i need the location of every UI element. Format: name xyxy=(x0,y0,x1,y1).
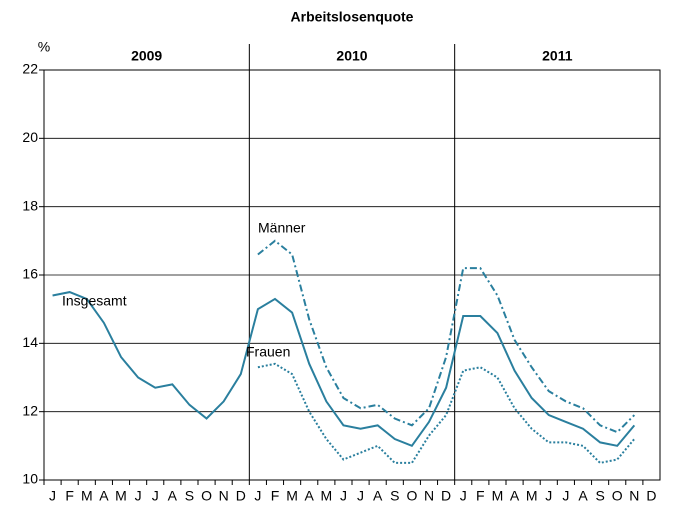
series-line xyxy=(52,291,636,448)
x-tick-label: M xyxy=(115,488,127,504)
y-tick-label: 16 xyxy=(22,266,38,282)
x-tick-label: N xyxy=(219,488,229,504)
series-label: Insgesamt xyxy=(62,293,127,309)
x-tick-label: N xyxy=(424,488,434,504)
series-label: Männer xyxy=(258,220,306,236)
chart-title: Arbeitslosenquote xyxy=(291,9,414,25)
x-tick-label: F xyxy=(476,488,485,504)
x-tick-label: J xyxy=(562,488,569,504)
x-tick-label: M xyxy=(286,488,298,504)
x-tick-label: J xyxy=(357,488,364,504)
y-tick-label: 22 xyxy=(22,61,38,77)
y-axis-label: % xyxy=(38,39,50,55)
x-tick-label: J xyxy=(135,488,142,504)
x-tick-label: D xyxy=(236,488,246,504)
x-tick-label: S xyxy=(390,488,399,504)
year-label: 2009 xyxy=(131,48,162,64)
x-tick-label: O xyxy=(201,488,212,504)
x-tick-label: J xyxy=(49,488,56,504)
x-tick-label: F xyxy=(65,488,74,504)
x-tick-label: A xyxy=(305,488,315,504)
x-tick-label: J xyxy=(152,488,159,504)
series-line xyxy=(257,239,636,434)
year-label: 2011 xyxy=(542,48,573,64)
x-tick-label: J xyxy=(254,488,261,504)
y-tick-label: 18 xyxy=(22,197,38,213)
x-tick-label: J xyxy=(460,488,467,504)
x-tick-label: M xyxy=(526,488,538,504)
x-tick-label: S xyxy=(595,488,604,504)
x-tick-label: D xyxy=(441,488,451,504)
y-tick-label: 20 xyxy=(22,129,38,145)
x-tick-label: A xyxy=(510,488,520,504)
x-tick-label: F xyxy=(271,488,280,504)
y-tick-label: 10 xyxy=(22,471,38,487)
x-tick-label: M xyxy=(320,488,332,504)
x-tick-label: J xyxy=(340,488,347,504)
x-tick-label: O xyxy=(406,488,417,504)
x-tick-label: A xyxy=(578,488,588,504)
year-label: 2010 xyxy=(336,48,367,64)
series-label: Frauen xyxy=(246,344,290,360)
x-tick-label: M xyxy=(492,488,504,504)
x-tick-label: A xyxy=(373,488,383,504)
y-tick-label: 12 xyxy=(22,402,38,418)
x-tick-label: J xyxy=(545,488,552,504)
x-tick-label: D xyxy=(646,488,656,504)
x-tick-label: M xyxy=(81,488,93,504)
x-tick-label: S xyxy=(185,488,194,504)
y-tick-label: 14 xyxy=(22,334,38,350)
x-tick-label: O xyxy=(612,488,623,504)
series-line xyxy=(257,362,636,465)
x-tick-label: A xyxy=(168,488,178,504)
x-tick-label: A xyxy=(99,488,109,504)
x-tick-label: N xyxy=(629,488,639,504)
